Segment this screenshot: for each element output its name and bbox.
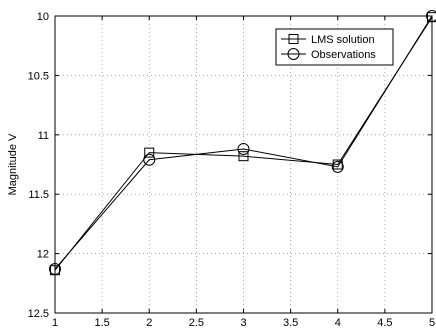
x-tick-label: 2 xyxy=(146,317,152,329)
x-axis: 1 1.5 2 2.5 3 3.5 4 4.5 5 xyxy=(52,16,435,329)
series-observations xyxy=(49,10,436,276)
legend-item: LMS solution xyxy=(281,34,375,46)
data-point-circle xyxy=(49,263,61,276)
legend-item: Observations xyxy=(281,48,376,61)
y-tick-label: 11 xyxy=(38,130,49,142)
x-tick-label: 4.5 xyxy=(377,317,392,329)
series-layer xyxy=(49,10,436,276)
data-point-circle xyxy=(143,153,156,166)
x-tick-label: 1.5 xyxy=(94,317,109,329)
x-tick-label: 5 xyxy=(429,317,435,329)
series-line xyxy=(54,15,433,270)
x-tick-label: 3.5 xyxy=(283,317,298,329)
x-tick-label: 4 xyxy=(335,317,341,329)
y-tick-label: 10 xyxy=(37,11,49,23)
x-tick-label: 3 xyxy=(240,317,246,329)
legend: LMS solution Observations xyxy=(275,28,394,66)
x-tick-label: 2.5 xyxy=(189,317,204,329)
y-tick-label: 12.5 xyxy=(28,308,49,320)
y-axis: 10 10.5 11 11.5 12 12.5 xyxy=(28,11,432,320)
x-tick-label: 1 xyxy=(52,317,58,329)
y-tick-label: 11.5 xyxy=(28,189,49,201)
y-tick-label: 10.5 xyxy=(28,70,49,82)
series-line xyxy=(54,16,433,271)
data-point-square xyxy=(238,151,249,162)
data-point-circle xyxy=(237,143,250,156)
legend-label: LMS solution xyxy=(311,34,375,46)
data-point-circle xyxy=(426,10,436,22)
legend-label: Observations xyxy=(311,49,376,61)
y-axis-label: Magnitude V xyxy=(7,133,19,195)
data-point-square xyxy=(144,147,155,158)
legend-marker-circle xyxy=(287,48,300,60)
legend-marker-square xyxy=(288,34,299,44)
data-point-circle xyxy=(331,160,344,173)
y-tick-label: 12 xyxy=(37,249,49,261)
